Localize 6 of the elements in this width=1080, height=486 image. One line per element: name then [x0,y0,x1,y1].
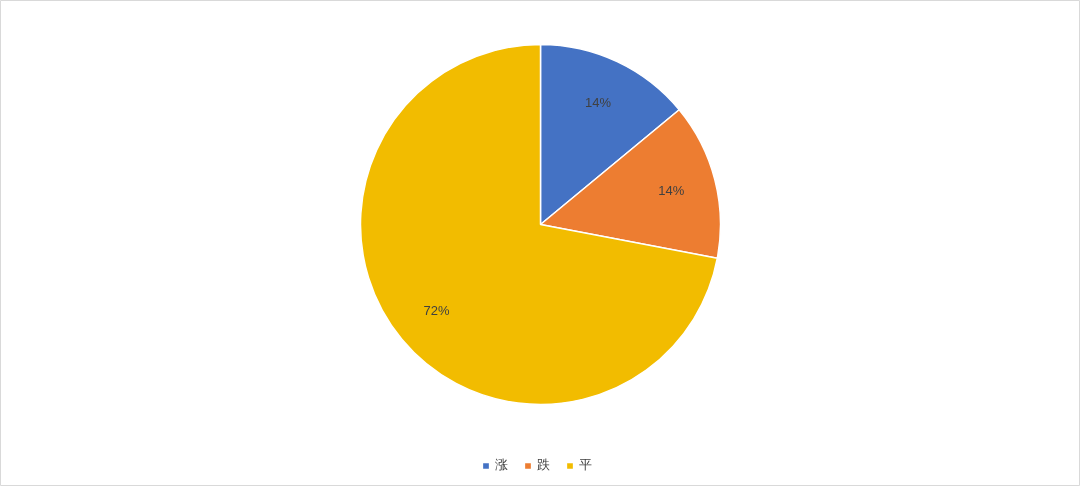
legend-label: 跌 [537,456,551,474]
legend-label: 涨 [495,456,509,474]
data-label: 14% [658,183,685,199]
data-label: 72% [423,303,450,319]
data-label: 14% [584,94,612,110]
legend-label: 平 [579,456,593,474]
